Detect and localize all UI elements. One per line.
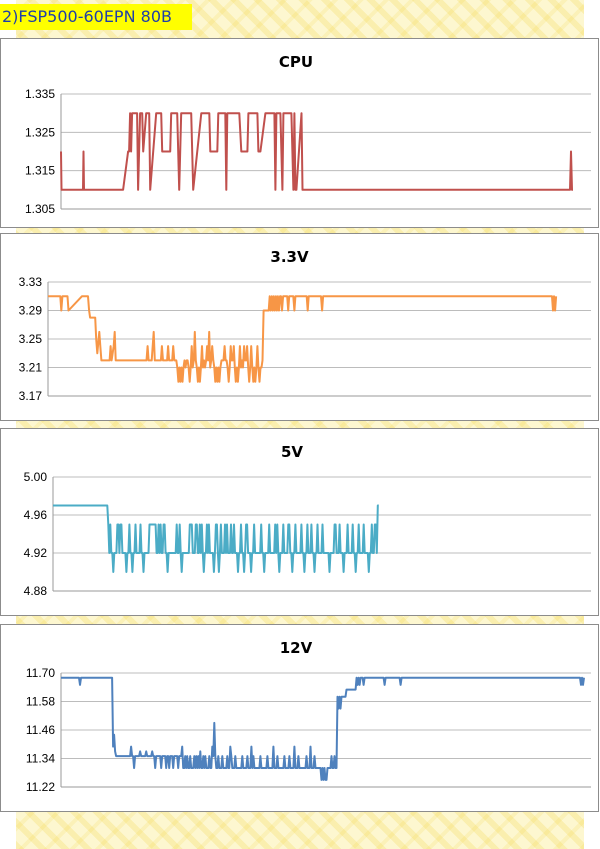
series-line	[61, 676, 585, 781]
series-line	[53, 504, 379, 573]
y-tick-label: 4.88	[24, 584, 48, 598]
y-tick-label: 1.305	[25, 202, 55, 216]
y-tick-label: 11.22	[26, 780, 55, 794]
page-title: 2)FSP500-60EPN 80B	[0, 4, 192, 30]
y-tick-label: 1.325	[25, 125, 55, 139]
chart-title: 3.3V	[270, 248, 309, 266]
y-tick-label: 11.58	[26, 695, 55, 709]
chart-title: 5V	[281, 443, 303, 461]
v33-chart-svg: 3.3V 3.33 3.29 3.25 3.21 3.17	[19, 248, 591, 403]
v5-chart: 5V 5.00 4.96 4.92 4.88	[0, 428, 599, 616]
chart-title: 12V	[280, 639, 313, 657]
y-tick-label: 1.315	[25, 164, 55, 178]
y-tick-label: 11.70	[26, 666, 55, 680]
cpu-chart-svg: CPU 1.335 1.325 1.315 1.305	[25, 53, 591, 216]
cpu-chart: CPU 1.335 1.325 1.315 1.305	[0, 38, 599, 228]
y-tick-label: 5.00	[24, 470, 48, 484]
v12-chart-svg: 12V 11.70 11.58 11.46 11.34 11.22	[26, 639, 591, 794]
y-tick-label: 11.34	[26, 752, 55, 766]
y-tick-label: 3.25	[19, 332, 43, 346]
y-tick-label: 4.96	[24, 508, 48, 522]
chart-title: CPU	[279, 53, 313, 71]
y-tick-label: 1.335	[25, 87, 55, 101]
y-tick-label: 4.92	[24, 546, 48, 560]
v12-chart: 12V 11.70 11.58 11.46 11.34 11.22	[0, 624, 599, 812]
series-line	[60, 112, 573, 191]
v5-chart-svg: 5V 5.00 4.96 4.92 4.88	[24, 443, 591, 598]
y-tick-label: 11.46	[26, 723, 55, 737]
v33-chart: 3.3V 3.33 3.29 3.25 3.21 3.17	[0, 233, 599, 421]
y-tick-label: 3.21	[19, 361, 43, 375]
series-line	[48, 295, 558, 383]
y-tick-label: 3.33	[19, 275, 43, 289]
y-tick-label: 3.17	[19, 389, 43, 403]
y-tick-label: 3.29	[19, 304, 43, 318]
